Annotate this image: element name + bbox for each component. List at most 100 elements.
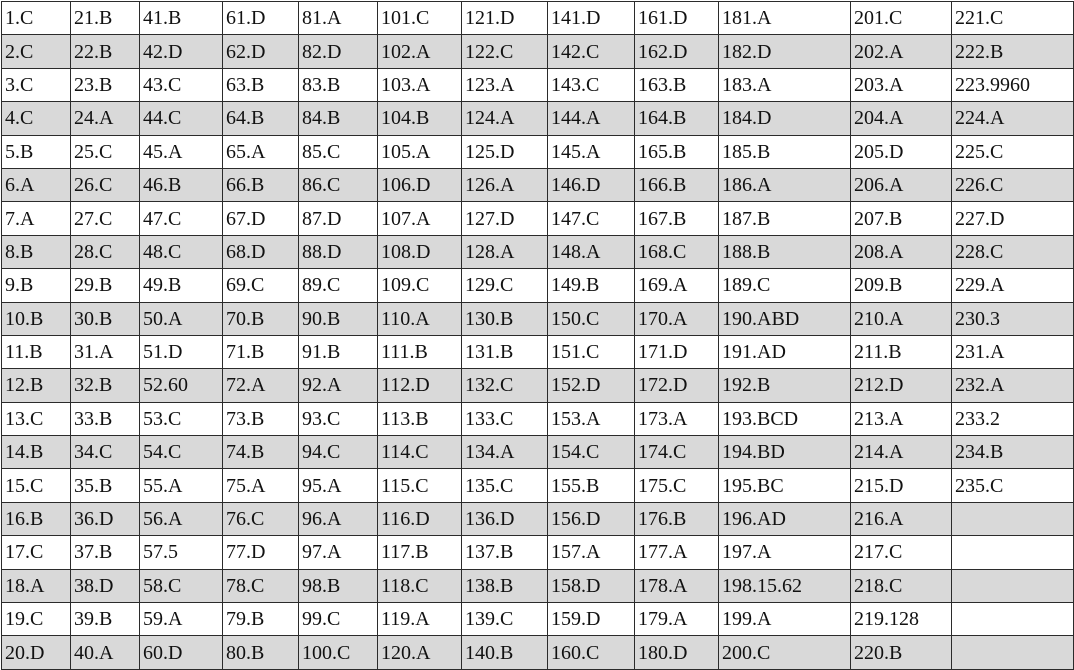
answer-cell: 157.A: [547, 535, 635, 570]
answer-cell: 194.BD: [718, 435, 851, 470]
answer-cell: 152.D: [547, 368, 635, 403]
answer-cell: 200.C: [718, 635, 851, 670]
answer-cell: 198.15.62: [718, 568, 851, 604]
answer-cell: 178.A: [634, 568, 719, 604]
answer-cell: 166.B: [634, 167, 719, 203]
answer-cell: 127.D: [461, 201, 548, 236]
answer-cell: 74.B: [222, 435, 299, 470]
answer-cell: 42.D: [139, 34, 223, 69]
answer-cell: 111.B: [377, 334, 462, 370]
answer-cell: 149.B: [547, 268, 635, 303]
table-row: 15.C 35.B 55.A 75.A 95.A 115.C 135.C 155.B 175.C…: [1, 468, 1074, 503]
answer-cell: 150.C: [547, 301, 635, 336]
answer-cell: 231.A: [951, 334, 1074, 370]
table-row: 9.B 29.B 49.B 69.C 89.C 109.C 129.C 149.B 169.A 1…: [1, 268, 1074, 303]
answer-cell: 223.9960: [951, 67, 1074, 103]
answer-cell: 221.C: [951, 0, 1074, 36]
answer-cell: 41.B: [139, 0, 223, 36]
table-row: 16.B 36.D 56.A 76.C 96.A 116.D 136.D 156.D 176.B…: [1, 501, 1074, 537]
answer-cell: 121.D: [461, 0, 548, 36]
answer-cell: 62.D: [222, 34, 299, 69]
answer-cell: 61.D: [222, 0, 299, 36]
answer-cell: 162.D: [634, 34, 719, 69]
answer-cell: 105.A: [377, 134, 462, 169]
answer-cell: 55.A: [139, 468, 223, 503]
answer-cell: 124.A: [461, 101, 548, 136]
answer-cell: 179.A: [634, 602, 719, 637]
answer-cell: 90.B: [298, 301, 378, 336]
answer-cell: 15.C: [1, 468, 71, 503]
answer-cell: 227.D: [951, 201, 1074, 236]
answer-cell: 156.D: [547, 501, 635, 537]
answer-cell: 64.B: [222, 101, 299, 136]
answer-cell: 190.ABD: [718, 301, 851, 336]
answer-cell: 129.C: [461, 268, 548, 303]
answer-cell: 25.C: [70, 134, 140, 169]
answer-cell: 100.C: [298, 635, 378, 670]
answer-cell: 185.B: [718, 134, 851, 169]
answer-cell: 183.A: [718, 67, 851, 103]
table-row: 2.C 22.B 42.D 62.D 82.D 102.A 122.C 142.C 162.D 1…: [1, 34, 1074, 69]
answer-cell: [951, 535, 1074, 570]
answer-cell: 114.C: [377, 435, 462, 470]
answer-cell: 216.A: [850, 501, 952, 537]
answer-cell: 174.C: [634, 435, 719, 470]
answer-cell: 29.B: [70, 268, 140, 303]
answer-cell: 139.C: [461, 602, 548, 637]
answer-cell: 49.B: [139, 268, 223, 303]
answer-cell: 232.A: [951, 368, 1074, 403]
answer-cell: 176.B: [634, 501, 719, 537]
answer-cell: 101.C: [377, 0, 462, 36]
answer-cell: 159.D: [547, 602, 635, 637]
answer-cell: 98.B: [298, 568, 378, 604]
answer-cell: 24.A: [70, 101, 140, 136]
answer-cell: 211.B: [850, 334, 952, 370]
answer-cell: 138.B: [461, 568, 548, 604]
answer-cell: 87.D: [298, 201, 378, 236]
answer-cell: 13.C: [1, 401, 71, 437]
answer-cell: 56.A: [139, 501, 223, 537]
answer-cell: 65.A: [222, 134, 299, 169]
table-row: 19.C 39.B 59.A 79.B 99.C 119.A 139.C 159.D 179.A…: [1, 602, 1074, 637]
table-row: 11.B 31.A 51.D 71.B 91.B 111.B 131.B 151.C 171.D…: [1, 334, 1074, 370]
answer-cell: 206.A: [850, 167, 952, 203]
answer-cell: 148.A: [547, 234, 635, 270]
answer-cell: 35.B: [70, 468, 140, 503]
answer-cell: 186.A: [718, 167, 851, 203]
answer-cell: 234.B: [951, 435, 1074, 470]
table-row: 5.B 25.C 45.A 65.A 85.C 105.A 125.D 145.A 165.B 1…: [1, 134, 1074, 169]
answer-cell: 118.C: [377, 568, 462, 604]
answer-cell: 119.A: [377, 602, 462, 637]
answer-cell: 181.A: [718, 0, 851, 36]
answer-cell: 14.B: [1, 435, 71, 470]
answer-cell: 212.D: [850, 368, 952, 403]
answer-cell: 142.C: [547, 34, 635, 69]
answer-cell: 115.C: [377, 468, 462, 503]
answer-cell: 134.A: [461, 435, 548, 470]
answer-cell: 153.A: [547, 401, 635, 437]
answer-cell: 131.B: [461, 334, 548, 370]
answer-cell: 22.B: [70, 34, 140, 69]
answer-cell: 95.A: [298, 468, 378, 503]
answer-cell: 5.B: [1, 134, 71, 169]
answer-cell: 201.C: [850, 0, 952, 36]
answer-cell: 84.B: [298, 101, 378, 136]
answer-cell: 197.A: [718, 535, 851, 570]
answer-cell: 219.128: [850, 602, 952, 637]
answer-cell: 57.5: [139, 535, 223, 570]
table-row: 17.C 37.B 57.5 77.D 97.A 117.B 137.B 157.A 177.A…: [1, 535, 1074, 570]
answer-cell: 155.B: [547, 468, 635, 503]
answer-cell: 32.B: [70, 368, 140, 403]
answer-cell: 210.A: [850, 301, 952, 336]
table-row: 14.B 34.C 54.C 74.B 94.C 114.C 134.A 154.C 174.C…: [1, 435, 1074, 470]
answer-cell: 82.D: [298, 34, 378, 69]
answer-cell: 19.C: [1, 602, 71, 637]
answer-cell: 208.A: [850, 234, 952, 270]
answer-cell: 180.D: [634, 635, 719, 670]
answer-cell: 36.D: [70, 501, 140, 537]
answer-cell: 143.C: [547, 67, 635, 103]
answer-cell: 68.D: [222, 234, 299, 270]
answer-cell: 113.B: [377, 401, 462, 437]
answer-cell: 217.C: [850, 535, 952, 570]
